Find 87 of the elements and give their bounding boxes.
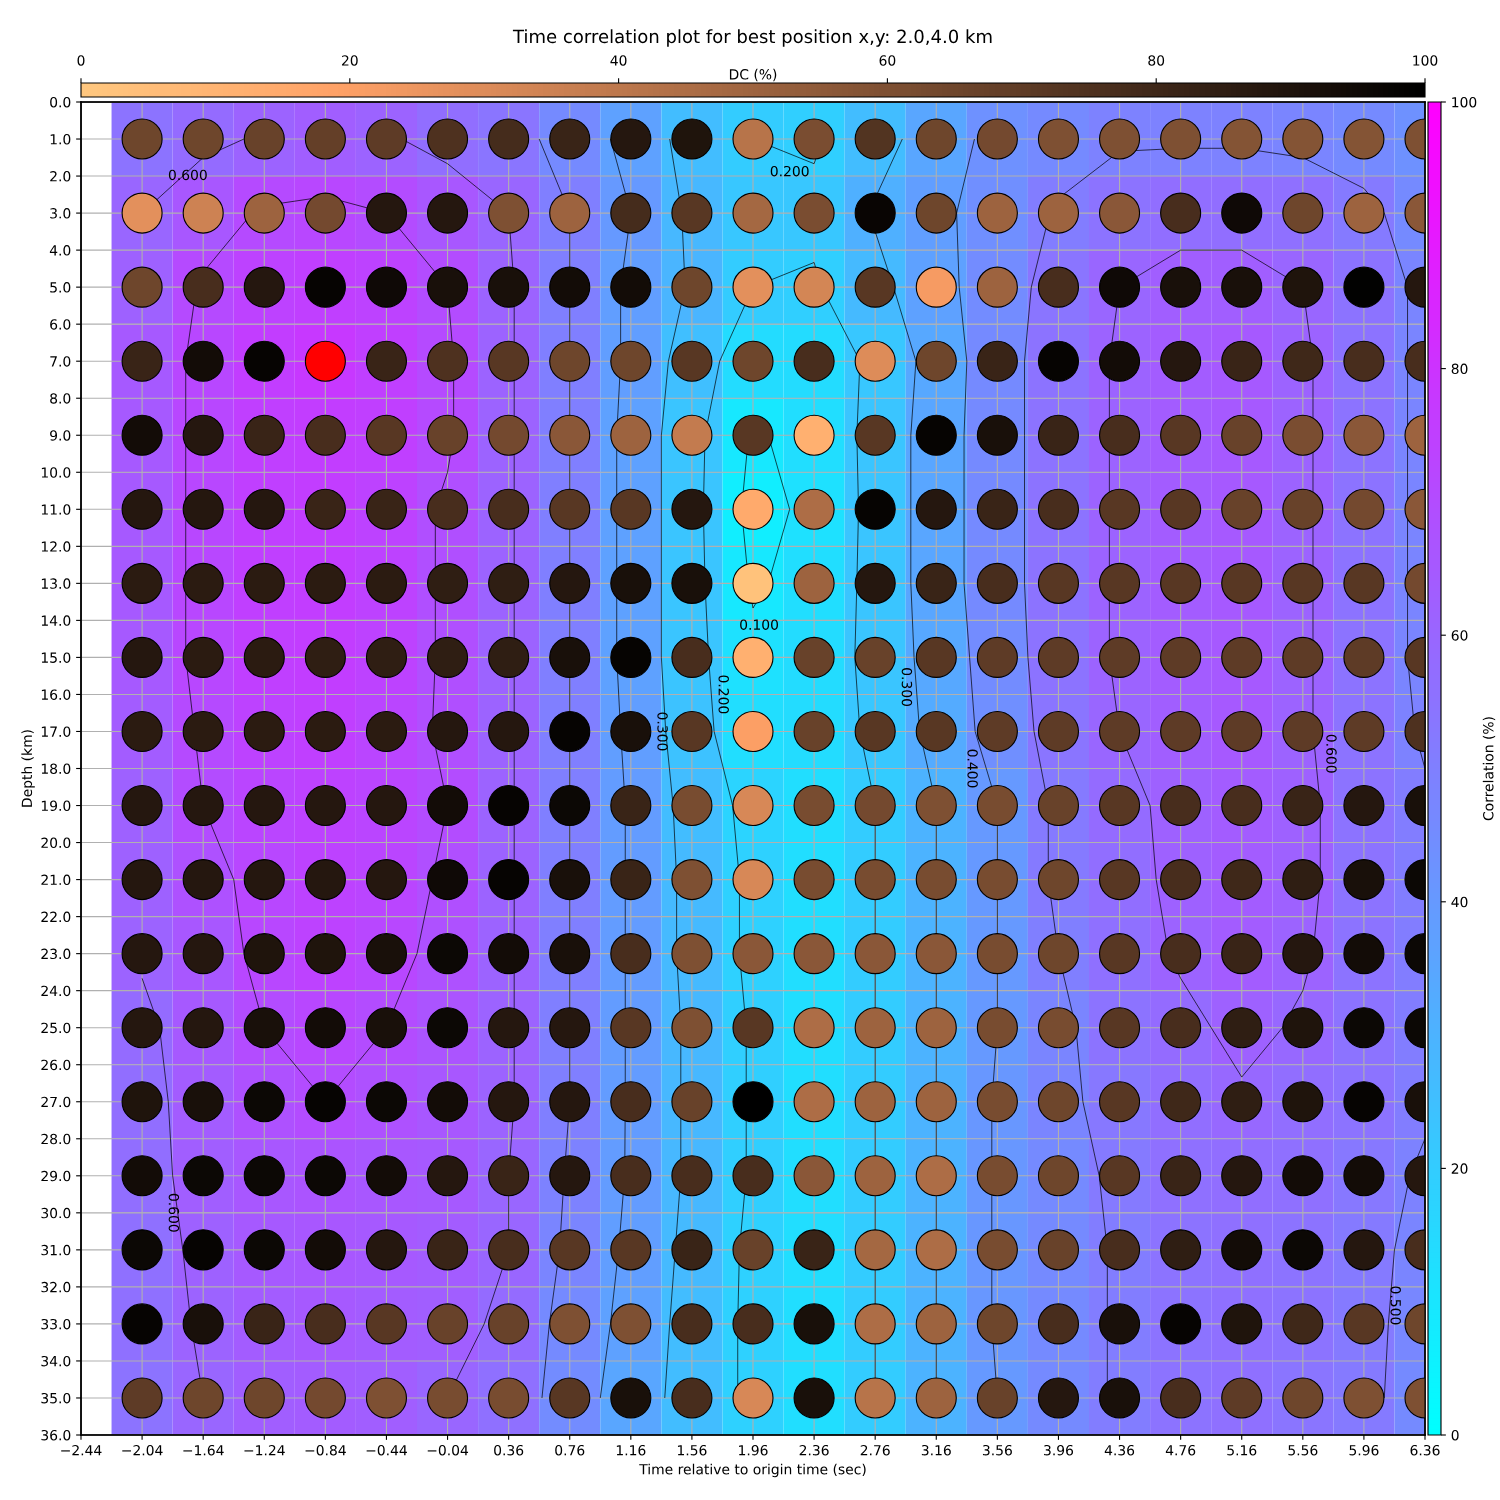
y-tick-label: 30.0 [41, 1207, 71, 1219]
y-tick-label: 31.0 [41, 1244, 71, 1256]
y-tick-label: 22.0 [41, 911, 71, 923]
annotation: 0.200 [718, 675, 729, 714]
y-axis-title: Depth (km) [21, 730, 35, 807]
y-tick-label: 23.0 [41, 948, 71, 960]
y-tick-label: 13.0 [41, 578, 71, 589]
y-tick-label: 16.0 [41, 689, 71, 700]
y-tick-label: 1.0 [50, 134, 71, 145]
y-tick-label: 11.0 [41, 504, 71, 515]
x-tick-label: −1.24 [244, 1444, 285, 1456]
x-tick-label: 0.76 [555, 1444, 585, 1456]
annotation: 0.500 [1390, 1286, 1401, 1325]
y-tick-label: 2.0 [50, 171, 71, 182]
color-bar-label: 60 [879, 55, 896, 66]
y-tick-label: 10.0 [41, 467, 71, 478]
color-bar-label: 40 [1451, 896, 1468, 908]
y-tick-label: 19.0 [41, 800, 71, 811]
color-bar-label: 80 [1451, 363, 1468, 375]
y-tick-label: 15.0 [41, 652, 71, 663]
x-tick-label: −2.04 [122, 1444, 163, 1456]
y-tick-label: 27.0 [41, 1096, 71, 1108]
y-tick-label: 12.0 [41, 541, 71, 552]
annotation: 0.100 [740, 619, 779, 630]
annotation: 0.600 [168, 1193, 180, 1232]
color-bar-label: 0 [77, 55, 85, 66]
color-bar-title: Correlation (%) [1482, 717, 1496, 821]
x-tick-label: 1.56 [677, 1444, 707, 1456]
y-tick-label: 36.0 [41, 1429, 71, 1441]
x-tick-label: 5.56 [1288, 1444, 1318, 1456]
color-bar-label: 100 [1452, 96, 1477, 108]
x-tick-label: 6.36 [1410, 1444, 1440, 1456]
x-tick-label: 5.16 [1227, 1444, 1257, 1456]
color-bar-title: DC (%) [729, 68, 777, 82]
annotation: 0.600 [168, 169, 207, 181]
color-bar-label: 40 [610, 55, 627, 66]
x-tick-label: 5.96 [1349, 1444, 1379, 1456]
color-bar-label: 20 [341, 55, 358, 66]
x-axis-title: Time relative to origin time (sec) [639, 1463, 866, 1478]
y-tick-label: 35.0 [41, 1392, 71, 1404]
chart-title: Time correlation plot for best position x,y: 2.0,4.0 km [512, 29, 992, 47]
annotation: 0.400 [967, 749, 978, 788]
x-tick-label: −2.44 [61, 1444, 102, 1456]
x-tick-label: 1.16 [616, 1444, 646, 1456]
color-bar-label: 100 [1413, 55, 1438, 66]
x-tick-label: 0.36 [494, 1444, 524, 1456]
y-tick-label: 32.0 [41, 1281, 71, 1293]
y-tick-label: 24.0 [41, 985, 71, 997]
x-tick-label: −0.84 [305, 1444, 346, 1456]
y-tick-label: 29.0 [41, 1170, 71, 1182]
y-tick-label: 34.0 [41, 1355, 71, 1367]
x-tick-label: 4.76 [1165, 1444, 1196, 1456]
y-tick-label: 21.0 [41, 874, 71, 886]
x-tick-label: −0.04 [427, 1444, 469, 1456]
x-tick-label: 2.36 [799, 1444, 829, 1456]
y-tick-label: 26.0 [41, 1059, 71, 1071]
x-tick-label: −1.64 [183, 1444, 224, 1456]
y-tick-label: 3.0 [50, 208, 71, 219]
y-tick-label: 33.0 [41, 1318, 71, 1330]
annotation: 0.200 [770, 165, 809, 177]
x-tick-label: 3.16 [921, 1444, 951, 1456]
y-tick-label: 9.0 [50, 430, 71, 441]
y-tick-label: 6.0 [50, 319, 71, 330]
y-tick-label: 14.0 [41, 615, 71, 626]
annotation: 0.300 [657, 712, 668, 751]
x-tick-label: 2.76 [860, 1444, 890, 1456]
y-tick-label: 25.0 [41, 1022, 71, 1034]
color-bar-label: 80 [1148, 55, 1165, 66]
x-tick-label: 4.36 [1104, 1444, 1135, 1456]
y-tick-label: 20.0 [41, 837, 71, 849]
y-tick-label: 7.0 [50, 356, 71, 367]
y-tick-label: 4.0 [49, 245, 71, 256]
annotation: 0.300 [901, 668, 913, 707]
annotation: 0.600 [1326, 734, 1337, 773]
x-tick-label: 3.96 [1044, 1444, 1074, 1456]
y-tick-label: 5.0 [50, 282, 71, 293]
color-bar-label: 60 [1451, 630, 1468, 641]
y-tick-label: 28.0 [41, 1133, 71, 1145]
y-tick-label: 17.0 [41, 726, 71, 737]
x-tick-label: 3.56 [982, 1444, 1012, 1456]
y-tick-label: 18.0 [41, 763, 71, 774]
x-tick-label: −0.44 [366, 1444, 407, 1456]
color-bar-label: 0 [1451, 1429, 1459, 1441]
y-tick-label: 0.0 [50, 96, 71, 108]
x-tick-label: 1.96 [739, 1444, 768, 1456]
color-bar-label: 20 [1451, 1163, 1468, 1174]
y-tick-label: 8.0 [50, 393, 71, 404]
